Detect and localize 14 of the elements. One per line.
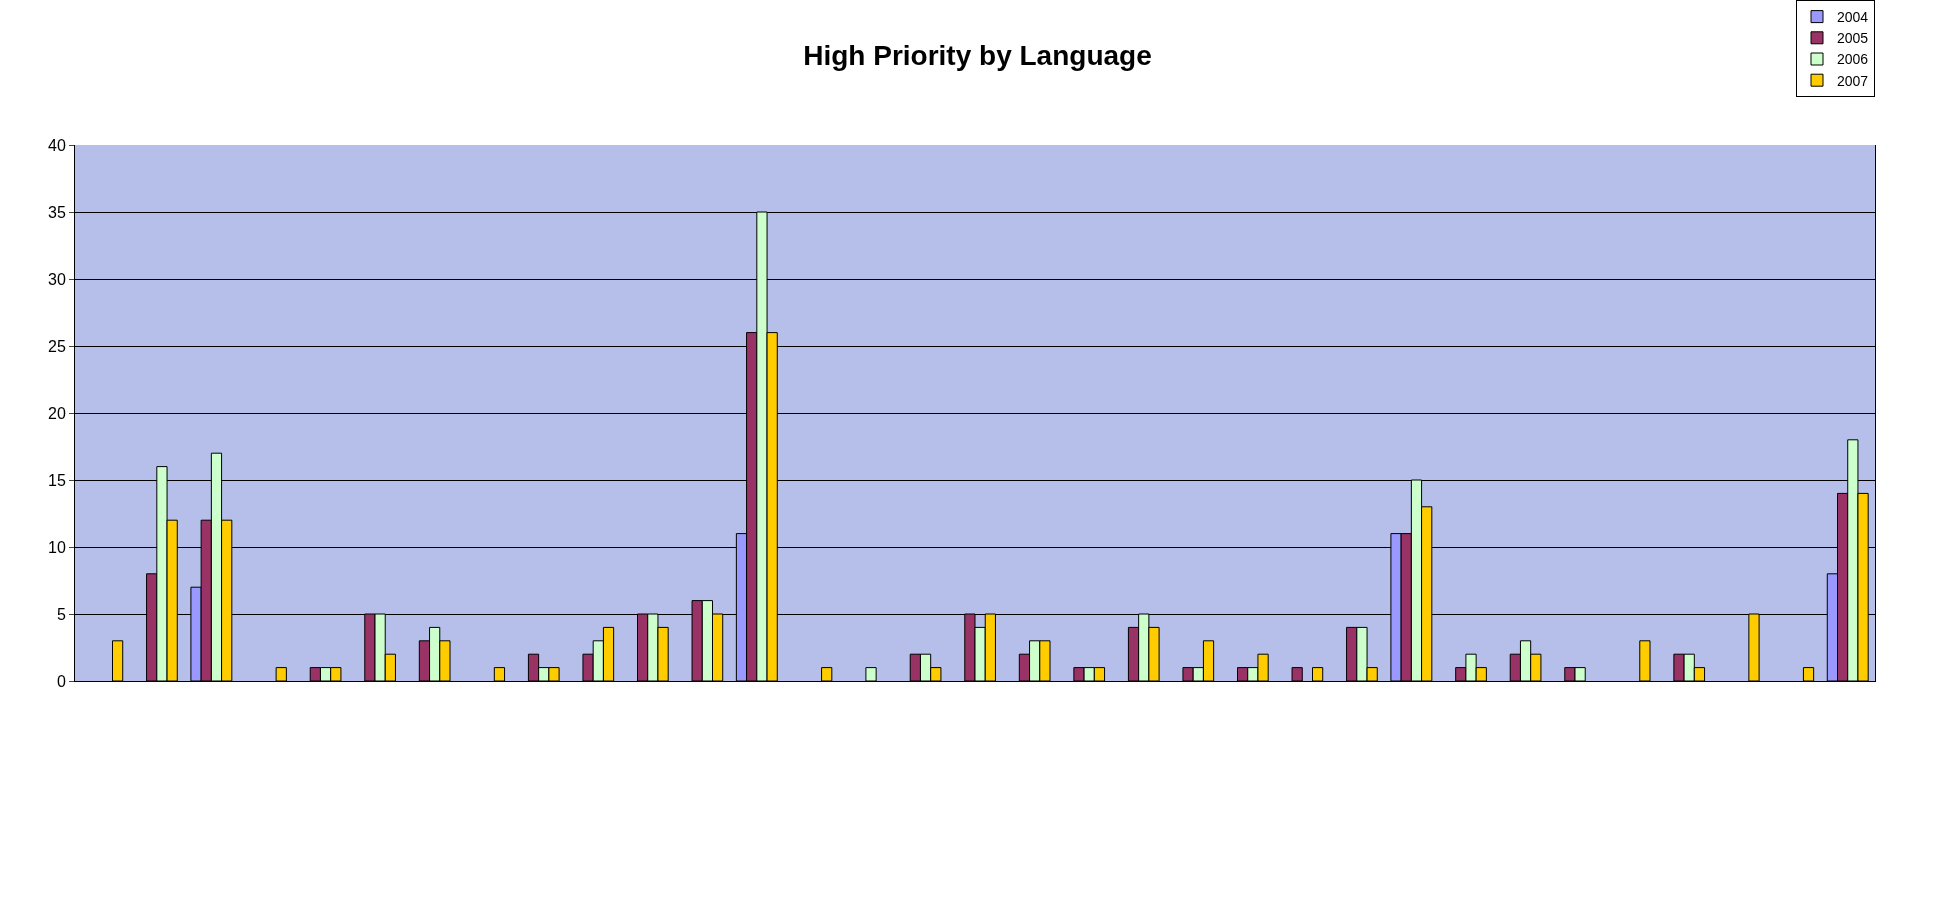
legend-label: 2006: [1837, 51, 1869, 68]
y-tick-label: 40: [48, 136, 66, 154]
y-tick-label: 35: [48, 203, 66, 221]
legend-label: 2005: [1837, 30, 1869, 47]
y-tick-label: 0: [56, 672, 66, 690]
y-tick-label: 20: [48, 404, 66, 422]
y-tick-label: 25: [48, 337, 66, 355]
y-tick-label: 10: [48, 538, 66, 556]
legend-label: 2007: [1837, 72, 1869, 89]
y-tick-label: 15: [48, 471, 66, 489]
y-tick-label: 30: [48, 270, 66, 288]
legend-label: 2004: [1837, 9, 1869, 26]
chart-title: High Priority by Language: [803, 39, 1152, 71]
y-tick-label: 5: [56, 605, 66, 623]
